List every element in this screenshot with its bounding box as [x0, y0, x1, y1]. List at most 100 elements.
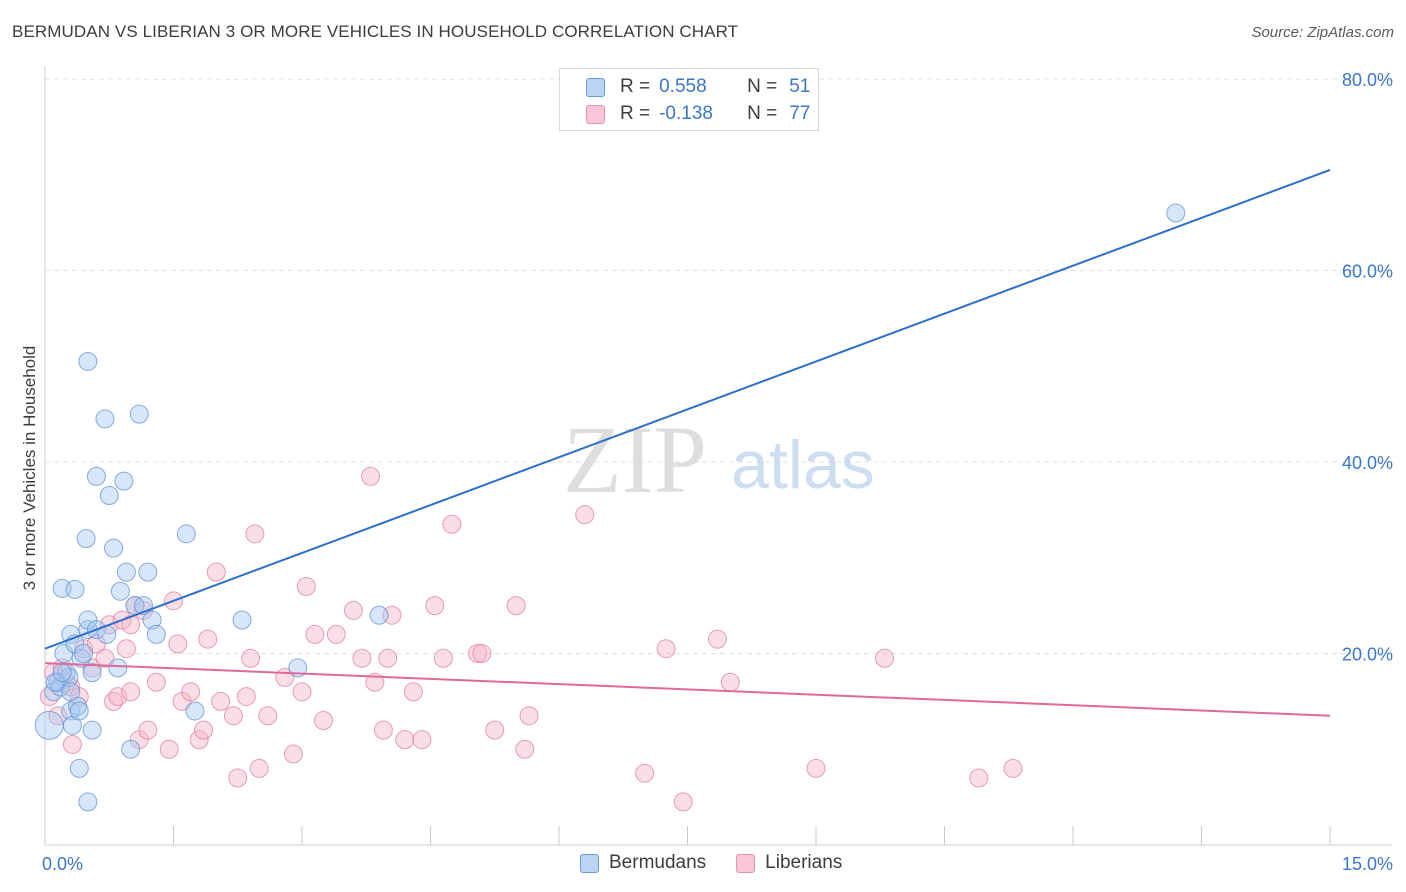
- legend-item-liberians[interactable]: Liberians: [736, 852, 842, 874]
- point-liberians: [472, 644, 492, 663]
- point-liberians: [211, 691, 231, 711]
- point-bermudans: [146, 624, 166, 644]
- point-liberians: [519, 706, 539, 726]
- point-liberians: [969, 768, 989, 788]
- point-bermudans: [82, 663, 102, 683]
- tick-labels: 20.0% 40.0% 60.0% 80.0% 0.0% 15.0%: [42, 70, 1393, 874]
- legend-label-liberians: Liberians: [765, 852, 843, 873]
- point-bermudans: [121, 739, 141, 759]
- x-tick-label: 15.0%: [1342, 854, 1393, 874]
- point-liberians: [806, 758, 826, 778]
- point-liberians: [228, 768, 248, 788]
- y-tick-label: 80.0%: [1342, 70, 1393, 90]
- point-bermudans: [114, 471, 134, 491]
- y-tick-label: 60.0%: [1342, 262, 1393, 282]
- point-liberians: [412, 730, 432, 750]
- point-liberians: [146, 672, 166, 692]
- point-liberians: [395, 730, 415, 750]
- point-liberians: [485, 720, 505, 740]
- legend-n-label: N =: [747, 76, 778, 97]
- point-liberians: [95, 648, 115, 668]
- grid-layer: [45, 78, 1392, 654]
- x-tick-label: 0.0%: [42, 854, 83, 874]
- point-liberians: [283, 744, 303, 764]
- legend-swatch-liberians: [586, 104, 605, 124]
- point-bermudans: [1166, 203, 1186, 223]
- legend-swatch-bermudans: [580, 853, 599, 873]
- point-liberians: [425, 596, 445, 616]
- legend-swatch-liberians: [736, 853, 756, 873]
- legend-label-bermudans: Bermudans: [609, 852, 707, 873]
- point-bermudans: [45, 672, 65, 692]
- point-liberians: [707, 629, 727, 649]
- point-bermudans: [185, 701, 205, 721]
- point-liberians: [656, 639, 676, 659]
- point-bermudans: [95, 409, 115, 429]
- series-legend: Bermudans Liberians: [580, 852, 872, 874]
- point-bermudans: [82, 720, 102, 740]
- point-liberians: [1003, 758, 1023, 778]
- watermark-zip: ZIP: [563, 406, 707, 513]
- point-bermudans: [108, 658, 128, 678]
- legend-row-liberians: R = -0.138 N = 77: [586, 102, 810, 126]
- point-liberians: [193, 720, 213, 740]
- point-liberians: [403, 682, 423, 702]
- point-bermudans: [99, 486, 119, 506]
- point-bermudans: [69, 758, 89, 778]
- point-liberians: [352, 648, 372, 668]
- point-liberians: [720, 672, 740, 692]
- point-liberians: [305, 624, 325, 644]
- point-liberians: [82, 658, 102, 678]
- point-liberians: [198, 629, 218, 649]
- point-liberians: [189, 730, 209, 750]
- y-axis-label: 3 or more Vehicles in Household: [20, 345, 39, 591]
- legend-n-label: N =: [747, 103, 778, 124]
- point-liberians: [236, 687, 256, 707]
- point-liberians: [296, 576, 316, 596]
- legend-n-value: 77: [789, 103, 811, 124]
- point-bermudans: [110, 581, 130, 601]
- axis-layer: [44, 66, 1392, 846]
- point-bermudans: [78, 792, 98, 812]
- point-bermudans: [116, 562, 136, 582]
- point-bermudans: [44, 682, 64, 702]
- point-bermudans: [65, 579, 85, 599]
- point-liberians: [116, 639, 136, 659]
- trendline-liberians: [44, 662, 1331, 717]
- point-liberians: [138, 720, 158, 740]
- point-liberians: [673, 792, 693, 812]
- trendline-layer: [44, 169, 1331, 717]
- point-liberians: [515, 739, 535, 759]
- point-bermudans: [52, 663, 72, 683]
- point-liberians: [875, 648, 895, 668]
- points-layer: [34, 203, 1186, 812]
- chart-title: BERMUDAN VS LIBERIAN 3 OR MORE VEHICLES …: [12, 22, 739, 41]
- point-liberians: [159, 739, 179, 759]
- legend-swatch-bermudans: [586, 77, 605, 97]
- point-liberians: [343, 600, 363, 620]
- legend-n-value: 51: [789, 76, 811, 97]
- legend-item-bermudans[interactable]: Bermudans: [580, 852, 706, 874]
- point-bermudans: [74, 644, 94, 663]
- point-bermudans: [104, 538, 124, 558]
- source-credit: Source: ZipAtlas.com: [1251, 24, 1394, 41]
- point-liberians: [181, 682, 201, 702]
- point-liberians: [361, 466, 381, 486]
- point-liberians: [168, 634, 188, 654]
- point-bermudans: [86, 466, 106, 486]
- legend-row-bermudans: R = 0.558 N = 51: [586, 75, 810, 99]
- point-bermudans: [138, 562, 158, 582]
- point-liberians: [635, 763, 655, 783]
- legend-r-label: R =: [620, 103, 651, 124]
- point-liberians: [223, 706, 243, 726]
- point-liberians: [442, 514, 462, 534]
- point-bermudans: [76, 529, 96, 549]
- legend-r-value: 0.558: [659, 76, 707, 97]
- point-liberians: [326, 624, 346, 644]
- point-liberians: [258, 706, 278, 726]
- watermark-atlas: atlas: [731, 427, 875, 503]
- point-bermudans: [232, 610, 252, 630]
- point-liberians: [575, 505, 595, 525]
- point-bermudans: [176, 524, 196, 544]
